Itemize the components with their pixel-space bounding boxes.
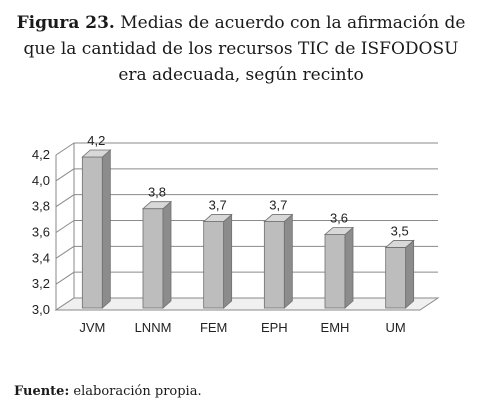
bar-front bbox=[385, 247, 407, 309]
bar-side bbox=[405, 239, 415, 309]
x-axis: JVM LNNM FEM EPH EMH UM bbox=[79, 320, 405, 335]
y-tick-label: 4,0 bbox=[32, 173, 50, 188]
x-tick-label: LNNM bbox=[135, 320, 172, 335]
figure-label: Figura 23. bbox=[16, 13, 115, 33]
gridline-side bbox=[55, 142, 75, 156]
bar-top bbox=[384, 240, 415, 248]
value-label: 3,7 bbox=[269, 198, 287, 213]
bar bbox=[263, 213, 294, 309]
figure-title-line3: era adecuada, según recinto bbox=[118, 65, 364, 85]
bar-front bbox=[263, 221, 285, 309]
bar-top bbox=[141, 201, 173, 210]
x-tick-label: EPH bbox=[261, 320, 288, 335]
y-tick-label: 3,2 bbox=[32, 276, 50, 291]
x-tick-label: EMH bbox=[321, 320, 350, 335]
value-label: 3,6 bbox=[330, 211, 348, 226]
y-axis: 3,0 3,2 3,4 3,6 3,8 4,0 4,2 bbox=[32, 147, 50, 317]
y-tick-label: 4,2 bbox=[32, 147, 50, 162]
figure-title-line1: Medias de acuerdo con la afirmación de bbox=[120, 13, 466, 33]
bar bbox=[323, 226, 355, 309]
bar bbox=[202, 213, 233, 309]
y-tick-label: 3,4 bbox=[32, 250, 50, 265]
figure-caption: Figura 23. Medias de acuerdo con la afir… bbox=[0, 10, 482, 88]
y-tick-label: 3,6 bbox=[32, 225, 50, 240]
bar-side bbox=[101, 149, 111, 309]
source-note: Fuente: elaboración propia. bbox=[14, 384, 202, 399]
bar bbox=[384, 239, 415, 309]
gridline-side bbox=[55, 194, 75, 208]
gridline-side bbox=[55, 271, 75, 285]
bar-top bbox=[323, 227, 355, 235]
chart-floor bbox=[54, 297, 440, 311]
bar-side bbox=[283, 213, 293, 309]
figure-title-line2: que la cantidad de los recursos TIC de I… bbox=[23, 39, 459, 59]
x-tick-label: FEM bbox=[200, 320, 227, 335]
bar-side bbox=[223, 213, 233, 309]
value-label: 3,5 bbox=[391, 223, 409, 238]
bar-front bbox=[142, 208, 164, 309]
source-text: elaboración propia. bbox=[73, 384, 202, 399]
bar-chart: 3,0 3,2 3,4 3,6 3,8 4,0 4,2 4,2 3,8 3,7 3,7 3,6 3,5… bbox=[32, 135, 440, 335]
bar-top bbox=[81, 149, 112, 158]
bar bbox=[141, 200, 173, 309]
bar-side bbox=[162, 200, 172, 309]
bars bbox=[81, 149, 415, 309]
bar-front bbox=[203, 221, 225, 309]
x-tick-label: JVM bbox=[79, 320, 105, 335]
gridline-side bbox=[55, 220, 75, 233]
value-label: 3,7 bbox=[209, 198, 227, 213]
x-tick-label: UM bbox=[386, 320, 406, 335]
y-tick-label: 3,0 bbox=[32, 302, 50, 317]
gridline-side bbox=[55, 245, 75, 259]
source-label: Fuente: bbox=[14, 384, 70, 399]
bar-front bbox=[81, 156, 103, 309]
bar-top bbox=[202, 214, 233, 222]
value-label: 4,2 bbox=[87, 135, 105, 148]
bar bbox=[81, 149, 112, 309]
grid-lines bbox=[54, 142, 440, 311]
bar-side bbox=[344, 226, 354, 309]
value-label: 3,8 bbox=[148, 185, 166, 200]
value-labels: 4,2 3,8 3,7 3,7 3,6 3,5 bbox=[87, 135, 408, 238]
bar-front bbox=[324, 234, 346, 309]
y-tick-label: 3,8 bbox=[32, 199, 50, 214]
gridline-side bbox=[55, 168, 75, 182]
bar-top bbox=[263, 214, 294, 222]
